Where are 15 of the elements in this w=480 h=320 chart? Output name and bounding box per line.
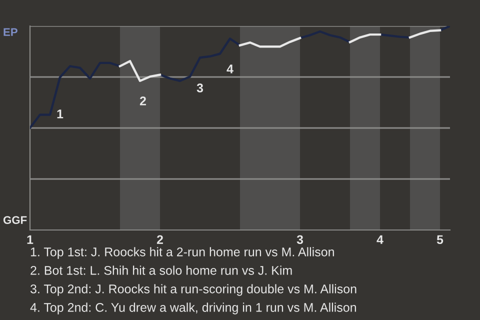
text: 4. Top 2nd: C. Yu drew a walk, driving in 1 run vs M. Allison [30,302,356,314]
x-tick-label: 2 [156,235,163,244]
text: 3. Top 2nd: J. Roocks hit a run-scoring double vs M. Allison [30,284,356,296]
annotation: 3 [196,84,204,92]
text: 2. Bot 1st: L. Shih hit a solo home run vs J. Kim [30,266,292,275]
x-tick-label: 5 [436,235,444,244]
annotation: 1 [57,110,64,118]
text: 1. Top 1st: J. Roocks hit a 2-run home run vs M. Allison [30,247,334,259]
x-tick-label: 1 [27,235,34,244]
text: GGF [3,216,27,224]
annotation: 4 [226,64,234,74]
annotation: 2 [140,96,146,106]
text: EP [4,28,18,36]
x-tick-label: 4 [376,235,384,244]
x-tick-label: 3 [296,235,304,244]
